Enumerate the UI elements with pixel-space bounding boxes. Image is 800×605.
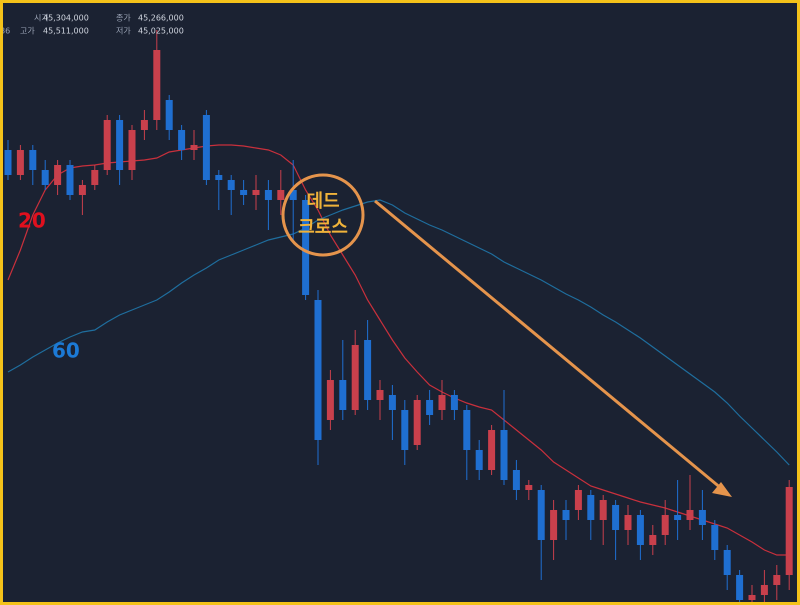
candle-body bbox=[636, 515, 644, 545]
candle-body bbox=[302, 200, 310, 295]
candle-body bbox=[587, 495, 595, 520]
candle-body bbox=[599, 500, 607, 520]
candle-body bbox=[525, 485, 533, 490]
header-value: 45,511,000 bbox=[43, 27, 89, 36]
header-value: 45,025,000 bbox=[138, 27, 184, 36]
candle-body bbox=[413, 400, 421, 445]
candle-body bbox=[760, 585, 768, 595]
candle-body bbox=[351, 345, 359, 410]
candle-body bbox=[773, 575, 781, 585]
candle-body bbox=[550, 510, 558, 540]
candle-body bbox=[128, 130, 136, 170]
candle-body bbox=[388, 395, 396, 410]
candle-body bbox=[364, 340, 372, 400]
header-label: 종가 bbox=[116, 14, 131, 23]
candle-body bbox=[54, 165, 62, 185]
candle-body bbox=[612, 505, 620, 530]
candle-body bbox=[736, 575, 744, 600]
candle-body bbox=[748, 595, 756, 600]
candle-body bbox=[674, 515, 682, 520]
candle-body bbox=[4, 150, 12, 175]
candle-body bbox=[252, 190, 260, 195]
candle-body bbox=[649, 535, 657, 545]
moving-average-label: 60 bbox=[52, 339, 80, 363]
candle-body bbox=[574, 490, 582, 510]
moving-average-label: 20 bbox=[18, 209, 46, 233]
candle-body bbox=[698, 510, 706, 525]
candle-body bbox=[401, 410, 409, 450]
candle-body bbox=[153, 50, 161, 120]
candle-body bbox=[723, 550, 731, 575]
candle-body bbox=[562, 510, 570, 520]
candle-body bbox=[91, 170, 99, 185]
header-label: 시가 bbox=[34, 14, 49, 23]
annotation-circle bbox=[281, 173, 365, 257]
header-value: 45,266,000 bbox=[138, 14, 184, 23]
candle-body bbox=[277, 190, 285, 200]
header-partial: 86 bbox=[0, 27, 10, 36]
candle-body bbox=[66, 165, 74, 195]
candle-body bbox=[202, 115, 210, 180]
candle-body bbox=[376, 390, 384, 400]
candle-body bbox=[711, 525, 719, 550]
candle-body bbox=[103, 120, 111, 170]
annotation-text: 데드 bbox=[306, 191, 339, 212]
candle-body bbox=[450, 395, 458, 410]
candle-body bbox=[488, 430, 496, 470]
candle-body bbox=[426, 400, 434, 415]
plot bbox=[4, 30, 793, 605]
candle-body bbox=[190, 145, 198, 150]
candle-body bbox=[463, 410, 471, 450]
header-label: 고가 bbox=[20, 27, 35, 36]
candle-body bbox=[475, 450, 483, 470]
candle-body bbox=[215, 175, 223, 180]
header-label: 저가 bbox=[116, 27, 131, 36]
candle-body bbox=[16, 150, 24, 175]
candle-body bbox=[227, 180, 235, 190]
moving-average-line bbox=[7, 199, 790, 466]
candle-body bbox=[438, 395, 446, 410]
candle-body bbox=[240, 190, 248, 195]
candle-body bbox=[624, 515, 632, 530]
candle-body bbox=[41, 170, 49, 185]
candle-body bbox=[500, 430, 508, 480]
candle-body bbox=[116, 120, 124, 170]
candle-body bbox=[785, 487, 793, 575]
candle-body bbox=[178, 130, 186, 150]
header-value: 45,304,000 bbox=[43, 14, 89, 23]
candle-body bbox=[537, 490, 545, 540]
candle-body bbox=[314, 300, 322, 440]
candle-body bbox=[264, 190, 272, 200]
arrow-head bbox=[712, 482, 732, 497]
candle-body bbox=[661, 515, 669, 535]
candle-body bbox=[289, 190, 297, 200]
candle-body bbox=[140, 120, 148, 130]
moving-average-line bbox=[7, 144, 790, 556]
candle-body bbox=[326, 380, 334, 420]
candle-body bbox=[512, 470, 520, 490]
trend-arrow bbox=[374, 199, 723, 491]
candle-body bbox=[165, 100, 173, 130]
annotation-text: 크로스 bbox=[298, 217, 348, 238]
candle-body bbox=[339, 380, 347, 410]
candle-body bbox=[78, 185, 86, 195]
candle-body bbox=[686, 510, 694, 520]
candle-body bbox=[29, 150, 37, 170]
